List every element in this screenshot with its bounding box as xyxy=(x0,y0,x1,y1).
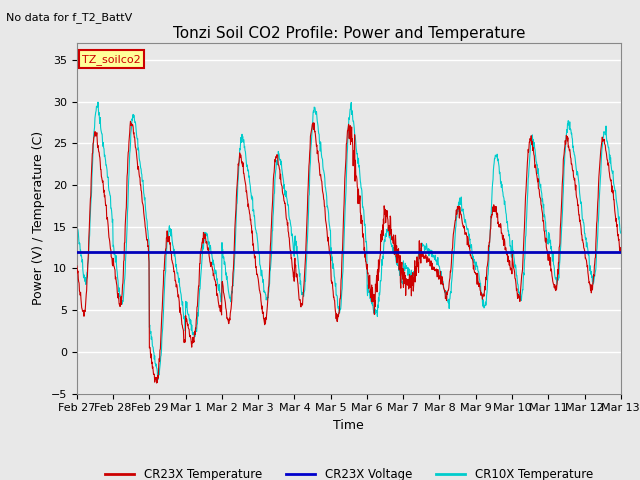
X-axis label: Time: Time xyxy=(333,419,364,432)
Y-axis label: Power (V) / Temperature (C): Power (V) / Temperature (C) xyxy=(32,132,45,305)
Legend: CR23X Temperature, CR23X Voltage, CR10X Temperature: CR23X Temperature, CR23X Voltage, CR10X … xyxy=(100,463,598,480)
Title: Tonzi Soil CO2 Profile: Power and Temperature: Tonzi Soil CO2 Profile: Power and Temper… xyxy=(173,25,525,41)
Text: No data for f_T2_BattV: No data for f_T2_BattV xyxy=(6,12,132,23)
Text: TZ_soilco2: TZ_soilco2 xyxy=(82,54,141,65)
